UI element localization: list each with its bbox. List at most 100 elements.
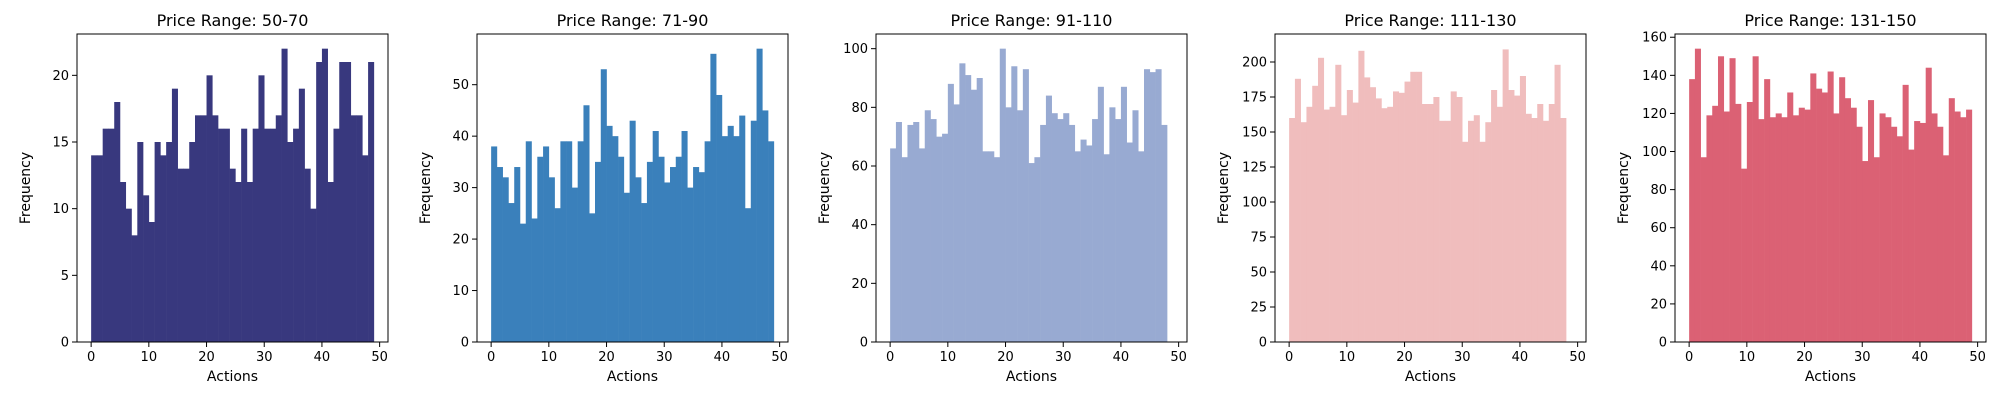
bar	[1369, 87, 1376, 342]
y-tick-label: 20	[452, 233, 469, 248]
bar	[1433, 97, 1440, 342]
y-tick-label: 160	[1642, 31, 1667, 46]
bar	[1896, 136, 1903, 342]
x-tick-label: 40	[714, 350, 731, 365]
bar	[1103, 154, 1110, 342]
bar	[1816, 88, 1823, 342]
bar	[1294, 78, 1301, 343]
y-tick-label: 100	[843, 42, 868, 57]
bar	[1317, 57, 1325, 343]
bar	[1868, 100, 1875, 342]
bar	[1387, 106, 1394, 342]
y-tick-label: 50	[1250, 266, 1267, 281]
x-tick-label: 10	[541, 350, 558, 365]
bar	[1410, 71, 1417, 343]
bar	[548, 177, 555, 342]
bar	[1689, 79, 1696, 342]
x-tick-label: 20	[1796, 350, 1813, 365]
x-tick-label: 10	[1339, 350, 1356, 365]
chart-title: Price Range: 111-130	[1344, 11, 1516, 30]
bar	[1398, 92, 1405, 342]
y-tick-label: 20	[52, 69, 69, 84]
bar	[1508, 90, 1515, 342]
bar	[1439, 120, 1446, 342]
bar	[1450, 91, 1457, 343]
x-tick-label: 0	[1285, 350, 1293, 365]
bar	[698, 172, 705, 342]
x-tick-label: 50	[1969, 350, 1986, 365]
bar	[1856, 126, 1863, 342]
bar	[229, 168, 236, 342]
bar	[1729, 58, 1736, 342]
bar	[1764, 79, 1771, 342]
bar	[1161, 124, 1168, 343]
bar	[1381, 108, 1388, 342]
bar	[1028, 163, 1035, 342]
bar	[1393, 91, 1400, 343]
y-tick-label: 40	[452, 130, 469, 145]
bar	[907, 124, 914, 343]
x-tick-label: 30	[1055, 350, 1072, 365]
bar	[583, 105, 590, 343]
bar	[1879, 113, 1886, 343]
bar	[1543, 120, 1550, 342]
bar	[693, 167, 700, 342]
bar	[1519, 76, 1526, 342]
x-axis-label: Actions	[1006, 369, 1057, 385]
bar	[612, 136, 619, 342]
y-axis-label: Frequency	[1616, 152, 1632, 224]
bar	[316, 62, 323, 342]
y-axis-label: Frequency	[817, 152, 833, 224]
y-tick-label: 175	[1242, 91, 1267, 106]
bar	[670, 167, 677, 342]
bar	[1358, 50, 1365, 343]
x-axis-label: Actions	[1805, 369, 1856, 385]
bar	[1954, 111, 1961, 343]
bar	[1712, 105, 1719, 342]
chart-panel-1: 0 10 20 30 40 50 0 5 10 15 20 Price Range: 50-70 Act…	[18, 11, 389, 385]
bar	[298, 88, 305, 342]
bar	[681, 131, 688, 342]
plot-frame	[1674, 33, 1987, 343]
bar	[1335, 64, 1342, 343]
bar	[1741, 168, 1748, 342]
bar	[281, 48, 288, 343]
bar	[727, 125, 734, 342]
bar	[675, 156, 682, 342]
bar	[1735, 103, 1742, 343]
bar	[901, 157, 908, 342]
x-tick-label: 0	[87, 350, 95, 365]
bar	[560, 141, 567, 342]
bar	[1746, 102, 1753, 342]
bar	[1723, 111, 1730, 343]
y-tick-label: 10	[452, 284, 469, 299]
bar	[721, 136, 728, 342]
y-tick-label: 60	[851, 160, 868, 175]
bar	[629, 120, 636, 343]
bar	[1404, 81, 1411, 342]
x-tick-label: 20	[1396, 350, 1413, 365]
chart-panel-4: 0 10 20 30 40 50 0 25 50 75 100 125 150 175 200 Price R…	[1216, 11, 1587, 385]
bar	[623, 192, 630, 342]
bar	[913, 122, 920, 342]
bar	[514, 167, 521, 342]
bar	[1097, 86, 1104, 342]
bar	[982, 151, 989, 342]
x-tick-label: 10	[1739, 350, 1756, 365]
bar	[652, 131, 659, 342]
y-tick-label: 100	[1242, 196, 1267, 211]
chart-title: Price Range: 131-150	[1744, 11, 1916, 30]
y-axis-label: Frequency	[18, 152, 34, 224]
bar	[1427, 104, 1434, 342]
bar	[368, 62, 375, 342]
bar	[1149, 72, 1156, 342]
bar	[1462, 141, 1469, 342]
bar	[768, 141, 775, 342]
bar	[148, 222, 155, 342]
bar	[1891, 126, 1898, 342]
bar	[965, 75, 972, 342]
bar	[641, 203, 648, 342]
bar	[1456, 97, 1463, 342]
bar	[345, 62, 352, 342]
